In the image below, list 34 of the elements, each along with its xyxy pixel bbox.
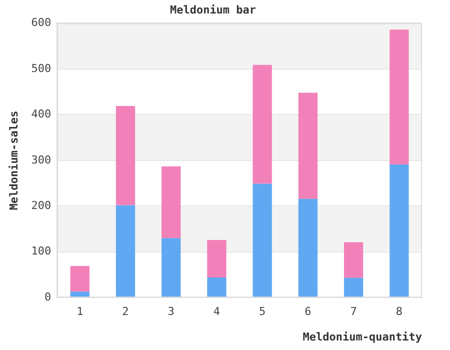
x-tick-label: 5 — [259, 305, 266, 318]
bar — [207, 277, 226, 298]
x-tick-label: 6 — [304, 305, 312, 318]
y-axis-title: Meldonium-sales — [7, 110, 20, 210]
y-tick-label: 200 — [31, 198, 52, 212]
chart-title: Meldonium bar — [170, 3, 256, 16]
y-tick-label: 600 — [31, 16, 52, 30]
x-tick-label: 7 — [350, 305, 357, 318]
bar — [207, 240, 226, 278]
x-tick-label: 1 — [76, 305, 84, 318]
x-tick-label: 3 — [168, 305, 174, 318]
y-tick-label: 400 — [31, 108, 52, 121]
x-axis-title: Meldonium-quantity — [302, 330, 422, 344]
bar — [116, 205, 136, 298]
bar — [344, 278, 364, 298]
bar — [390, 30, 409, 165]
y-tick-label: 300 — [31, 153, 52, 166]
bar — [298, 198, 318, 298]
bar — [390, 164, 409, 298]
x-tick-label: 4 — [213, 305, 220, 318]
y-tick-label: 0 — [44, 290, 52, 304]
bar — [70, 292, 90, 298]
bar — [298, 92, 318, 199]
bar — [344, 242, 364, 278]
bar — [162, 238, 181, 298]
bar — [252, 64, 272, 184]
y-tick-label: 100 — [31, 244, 52, 258]
bar — [116, 106, 136, 206]
y-tick-label: 500 — [31, 62, 52, 75]
bar — [252, 184, 272, 298]
x-tick-label: 8 — [396, 305, 403, 318]
bar — [70, 266, 90, 292]
x-tick-label: 2 — [122, 305, 129, 318]
bar — [162, 166, 181, 238]
